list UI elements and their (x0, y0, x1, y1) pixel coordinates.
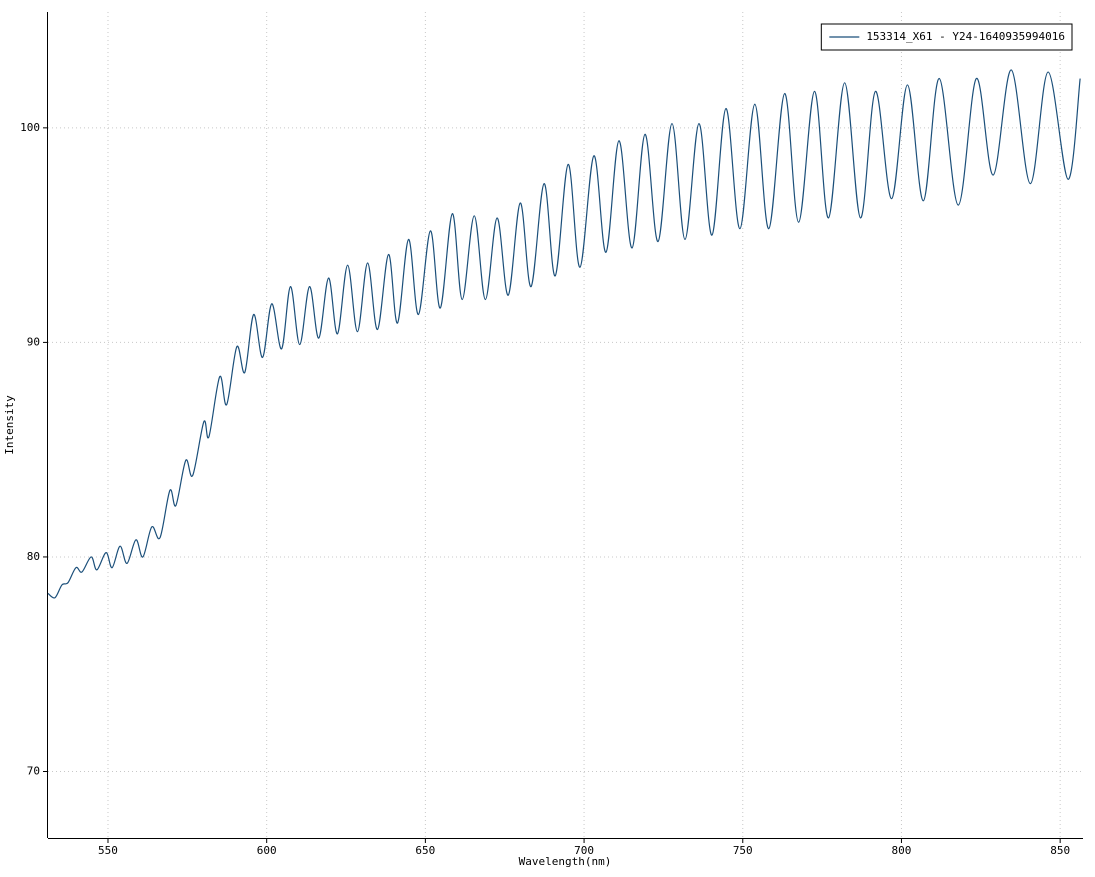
x-tick-label: 800 (892, 844, 912, 857)
x-axis-label: Wavelength(nm) (519, 855, 612, 868)
x-tick-label: 600 (257, 844, 277, 857)
y-tick-label: 80 (27, 550, 40, 563)
legend-label: 153314_X61 - Y24-1640935994016 (866, 30, 1065, 43)
y-tick-label: 100 (20, 121, 40, 134)
data-line (47, 69, 1081, 599)
x-tick-label: 650 (415, 844, 435, 857)
legend-box (820, 23, 1073, 51)
legend: 153314_X61 - Y24-1640935994016 (820, 23, 1073, 51)
x-tick-label: 700 (574, 844, 594, 857)
x-tick-label: 850 (1050, 844, 1070, 857)
x-tick-label: 750 (733, 844, 753, 857)
y-tick-label: 70 (27, 764, 40, 777)
y-tick-label: 90 (27, 335, 40, 348)
y-axis-label: Intensity (3, 395, 16, 455)
x-tick-label: 550 (98, 844, 118, 857)
